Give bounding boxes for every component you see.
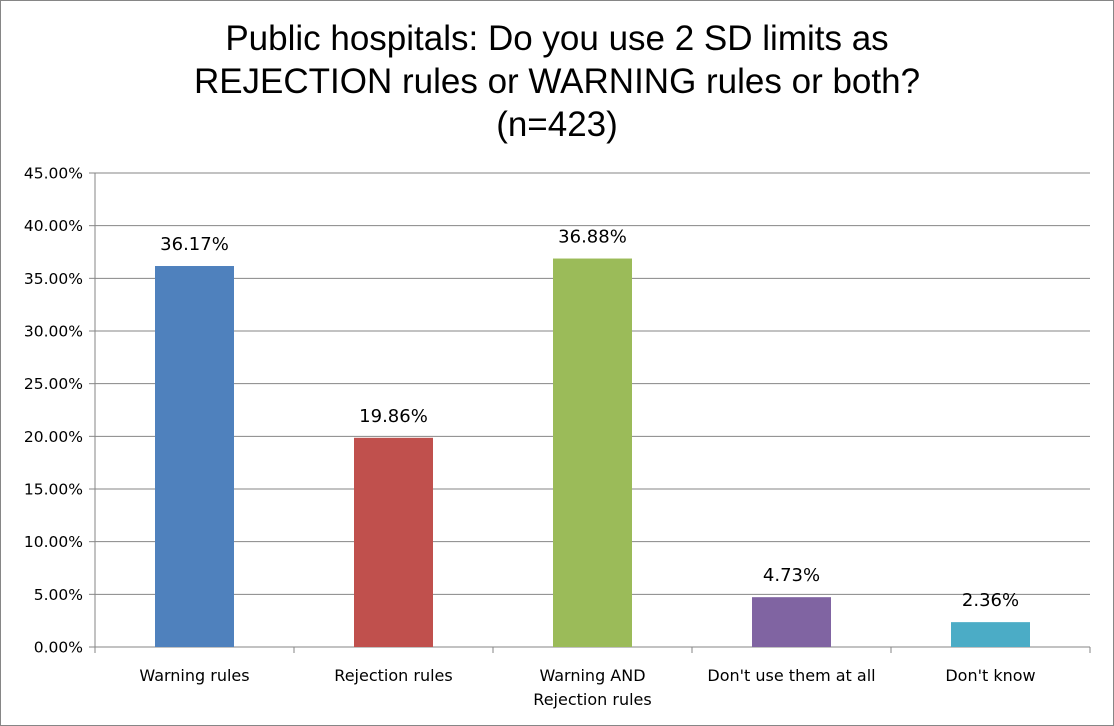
y-tick-label: 15.00% <box>24 481 83 499</box>
chart-title-line-3: (n=423) <box>496 105 618 144</box>
bar-3 <box>553 258 632 647</box>
y-tick-label: 40.00% <box>24 217 83 235</box>
x-tick-label: Warning AND <box>539 666 645 685</box>
y-tick-label: 35.00% <box>24 270 83 288</box>
chart-title-line-1: Public hospitals: Do you use 2 SD limits… <box>225 19 889 58</box>
x-tick-label: Don't know <box>945 666 1035 685</box>
data-label-3: 36.88% <box>558 227 627 248</box>
y-tick-label: 45.00% <box>24 165 83 183</box>
y-tick-label: 30.00% <box>24 323 83 341</box>
y-tick-label: 10.00% <box>24 533 83 551</box>
y-tick-label: 20.00% <box>24 428 83 446</box>
bar-4 <box>752 597 831 647</box>
x-tick-label: Warning rules <box>139 666 249 685</box>
y-tick-label: 5.00% <box>34 586 83 604</box>
data-label-5: 2.36% <box>962 590 1019 611</box>
data-label-1: 36.17% <box>160 234 229 255</box>
x-tick-label: Rejection rules <box>533 690 651 709</box>
chart-title-line-2: REJECTION rules or WARNING rules or both… <box>193 62 921 101</box>
bar-1 <box>155 266 234 647</box>
bar-2 <box>354 437 433 647</box>
x-tick-label: Don't use them at all <box>707 666 875 685</box>
bar-5 <box>951 622 1030 647</box>
y-tick-label: 0.00% <box>34 639 83 657</box>
data-label-2: 19.86% <box>359 406 428 427</box>
y-tick-label: 25.00% <box>24 375 83 393</box>
data-label-4: 4.73% <box>763 565 820 586</box>
chart-title: Public hospitals: Do you use 2 SD limits… <box>1 17 1113 146</box>
x-tick-label: Rejection rules <box>334 666 452 685</box>
